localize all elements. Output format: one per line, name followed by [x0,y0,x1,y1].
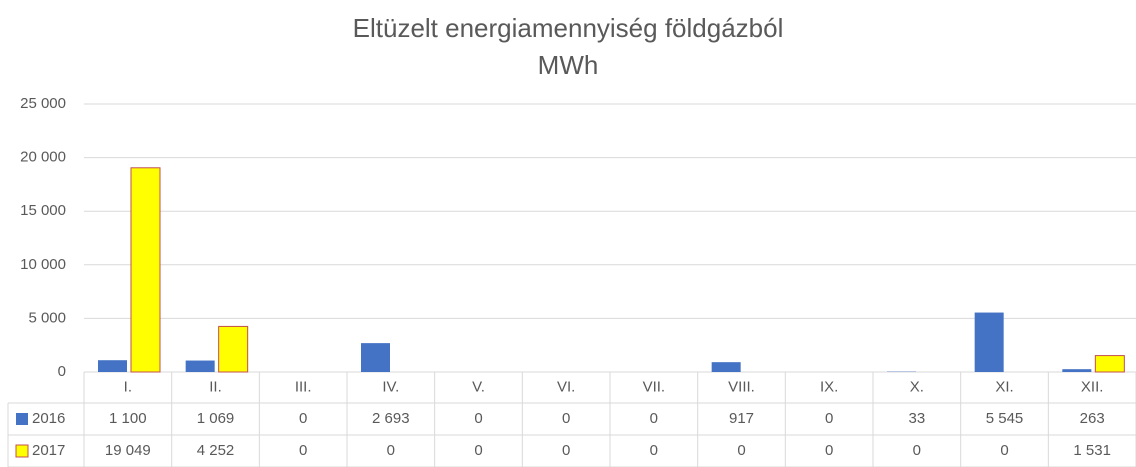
table-value: 0 [387,442,395,459]
x-tick-label: X. [910,378,924,395]
table-value: 917 [729,410,754,427]
y-tick-label: 5 000 [28,309,66,326]
legend-label: 2016 [32,410,65,427]
y-tick-label: 0 [58,363,66,380]
table-value: 5 545 [986,410,1024,427]
table-value: 0 [1000,442,1008,459]
bar [98,360,127,372]
table-value: 1 069 [197,410,235,427]
table-value: 0 [562,410,570,427]
table-value: 263 [1080,410,1105,427]
x-tick-label: I. [124,378,132,395]
x-tick-label: VIII. [728,378,755,395]
table-value: 0 [299,410,307,427]
bar [1094,355,1125,373]
table-value: 0 [299,442,307,459]
table-value: 0 [474,410,482,427]
chart-subtitle: MWh [538,50,599,80]
x-tick-label: XI. [995,378,1013,395]
bar [218,325,249,373]
legend-swatch [16,413,28,425]
x-tick-label: IV. [382,378,399,395]
table-value: 1 531 [1073,442,1111,459]
y-tick-label: 20 000 [20,149,66,166]
table-value: 2 693 [372,410,410,427]
legend-swatch [15,444,29,458]
y-tick-label: 15 000 [20,202,66,219]
x-tick-label: VI. [557,378,575,395]
table-value: 0 [913,442,921,459]
legend-label: 2017 [32,442,65,459]
x-tick-label: V. [472,378,485,395]
table-value: 0 [825,410,833,427]
table-value: 0 [562,442,570,459]
x-tick-label: II. [209,378,222,395]
bar [130,167,161,373]
bar [361,343,390,372]
table-value: 0 [825,442,833,459]
y-tick-label: 10 000 [20,256,66,273]
table-value: 4 252 [197,442,235,459]
x-tick-label: III. [295,378,312,395]
x-tick-label: XII. [1081,378,1104,395]
x-tick-label: IX. [820,378,838,395]
bar [185,360,215,372]
table-value: 0 [650,442,658,459]
bar [711,362,741,372]
bar [974,312,1004,372]
table-value: 0 [737,442,745,459]
chart-title: Eltüzelt energiamennyiség földgázból [353,13,784,43]
table-value: 19 049 [105,442,151,459]
table-value: 1 100 [109,410,147,427]
table-value: 0 [474,442,482,459]
y-tick-label: 25 000 [20,95,66,112]
table-value: 33 [908,410,925,427]
x-tick-label: VII. [643,378,666,395]
bar [1062,369,1092,372]
table-value: 0 [650,410,658,427]
